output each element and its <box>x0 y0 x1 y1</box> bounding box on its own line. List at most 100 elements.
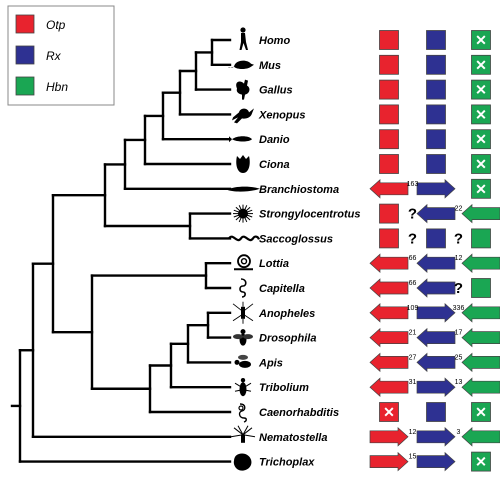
intergenic-distance-label: 22 <box>455 206 463 213</box>
gene-otp-box <box>379 203 399 224</box>
gene-hbn-absent-mark: ✕ <box>475 82 487 98</box>
fish-icon <box>229 136 252 143</box>
taxon-name: Branchiostoma <box>259 184 339 196</box>
mouse-icon <box>228 60 254 70</box>
sea-squirt-icon <box>236 155 250 173</box>
intergenic-distance-label: 25 <box>455 354 463 361</box>
gene-rx-box <box>426 228 446 249</box>
gene-hbn-absent-mark: ✕ <box>475 57 487 73</box>
gene-otp-box <box>379 30 399 50</box>
intergenic-distance-label: 109 <box>407 305 419 312</box>
snail-icon <box>234 254 253 271</box>
worm-icon <box>239 278 247 298</box>
taxon-name: Saccoglossus <box>259 233 333 245</box>
gene-hbn-absent-mark: ✕ <box>475 156 487 172</box>
legend-label-hbn: Hbn <box>46 80 68 94</box>
intergenic-distance-label: 17 <box>455 330 463 337</box>
nematode-icon <box>238 403 247 423</box>
snail-icon <box>234 268 253 271</box>
sea-anemone-icon <box>241 434 245 443</box>
lancelet-icon <box>227 186 260 192</box>
taxon-row: Capitella 66? <box>239 278 491 298</box>
taxon-name: Ciona <box>259 159 290 171</box>
intergenic-distance-label: 15 <box>409 454 417 461</box>
gene-hbn-arrow-left <box>461 303 500 323</box>
gene-hbn-absent-mark: ✕ <box>475 131 487 147</box>
gene-rx-box <box>426 30 446 50</box>
gene-hbn-absent-mark: ✕ <box>475 454 487 470</box>
gene-rx-arrow-right <box>416 377 456 397</box>
intergenic-distance-label: 12 <box>455 255 463 262</box>
gene-rx-arrow-right <box>416 303 456 323</box>
phylogenetic-tree <box>10 38 232 463</box>
gene-rx-box <box>426 154 446 174</box>
unknown-linkage-mark: ? <box>408 230 417 247</box>
intergenic-distance-label: 21 <box>409 330 417 337</box>
taxon-name: Mus <box>259 60 281 72</box>
sea-urchin-icon <box>233 204 253 223</box>
gene-hbn-absent-mark: ✕ <box>475 32 487 48</box>
bee-icon <box>234 354 251 368</box>
taxon-name: Danio <box>259 134 290 146</box>
gene-rx-box <box>426 402 446 422</box>
gene-hbn-box <box>471 228 491 249</box>
gene-otp-box <box>379 129 399 150</box>
intergenic-distance-label: 336 <box>453 305 465 312</box>
gene-hbn-arrow-left <box>461 253 500 273</box>
gene-hbn-absent-mark: ✕ <box>475 404 487 420</box>
intergenic-distance-label: 66 <box>409 255 417 262</box>
gene-otp-box <box>379 79 399 100</box>
gene-hbn-absent-mark: ✕ <box>475 181 487 197</box>
gene-hbn-absent <box>471 54 491 75</box>
taxon-name: Drosophila <box>259 333 316 345</box>
intergenic-distance-label: 3 <box>457 429 461 436</box>
taxon-row: Ciona ✕ <box>236 154 491 174</box>
taxon-row: Apis 27 25 <box>234 352 500 373</box>
taxon-row: Trichoplax ✕ 15 <box>233 451 491 472</box>
gene-rx-arrow-left <box>416 203 456 224</box>
unknown-linkage-mark: ? <box>454 280 463 297</box>
intergenic-distance-label: 27 <box>409 354 417 361</box>
lancelet-icon <box>227 186 260 192</box>
gene-hbn-absent <box>471 402 491 422</box>
gene-otp-arrow-left <box>369 377 409 397</box>
legend-swatch-hbn <box>15 76 35 96</box>
gene-hbn-box <box>471 278 491 298</box>
gene-otp-box <box>379 154 399 174</box>
intergenic-distance-label: 66 <box>409 280 417 287</box>
taxon-row: Gallus ✕ <box>236 79 491 100</box>
taxon-row: Branchiostoma ✕ 163 <box>227 178 491 199</box>
taxon-row: Xenopus ✕ <box>232 104 491 125</box>
frog-icon <box>232 108 254 124</box>
gene-hbn-absent <box>471 129 491 150</box>
gene-rx-arrow-left <box>416 327 456 348</box>
legend: Otp Rx Hbn <box>7 5 115 106</box>
gene-hbn-absent <box>471 30 491 50</box>
legend-swatch-rx <box>15 45 35 65</box>
placozoan-icon <box>233 453 252 471</box>
gene-otp-arrow-left <box>369 179 409 199</box>
human-icon <box>239 27 248 50</box>
taxon-name: Gallus <box>259 85 293 97</box>
taxon-row: Tribolium 31 13 <box>234 377 500 397</box>
intergenic-distance-label: 13 <box>455 379 463 386</box>
taxon-name: Strongylocentrotus <box>259 209 360 221</box>
chicken-icon <box>236 79 250 100</box>
beetle-icon <box>234 378 252 397</box>
gene-hbn-absent-mark: ✕ <box>475 106 487 122</box>
gene-rx-arrow-left <box>416 352 456 373</box>
gene-otp-arrow-left <box>369 278 409 298</box>
gene-rx-arrow-left <box>416 253 456 273</box>
mosquito-icon <box>232 301 254 324</box>
taxon-name: Anopheles <box>258 308 315 320</box>
gene-hbn-arrow-left <box>461 203 500 224</box>
intergenic-distance-label: 31 <box>409 379 417 386</box>
fly-icon <box>233 329 253 346</box>
acorn-worm-icon <box>228 235 261 242</box>
taxon-name: Tribolium <box>259 382 309 394</box>
gene-rx-arrow-left <box>416 278 456 298</box>
gene-otp-arrow-left <box>369 327 409 348</box>
gene-otp-absent-mark: ✕ <box>383 404 395 420</box>
taxon-row: Strongylocentrotus? 22 <box>233 203 500 224</box>
